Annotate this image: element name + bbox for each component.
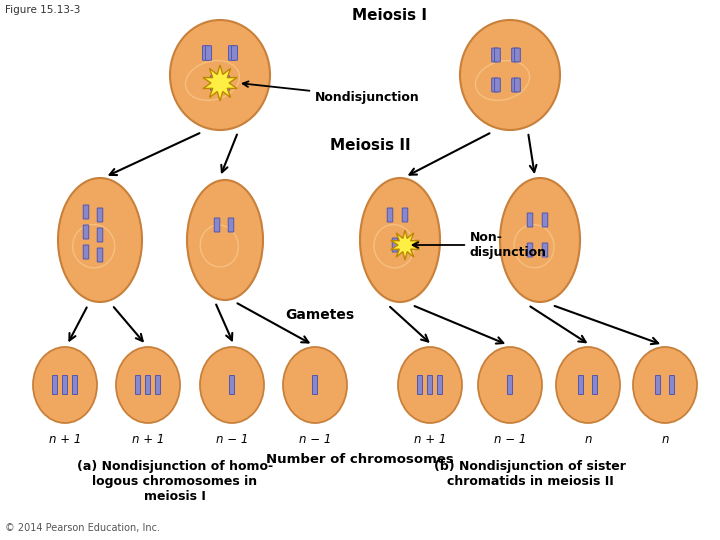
Ellipse shape — [478, 347, 542, 423]
Ellipse shape — [58, 178, 142, 302]
Text: Figure 15.13-3: Figure 15.13-3 — [5, 5, 81, 15]
FancyBboxPatch shape — [156, 375, 161, 395]
Text: (b) Nondisjunction of sister
chromatids in meiosis II: (b) Nondisjunction of sister chromatids … — [434, 460, 626, 488]
Ellipse shape — [170, 20, 270, 130]
FancyBboxPatch shape — [84, 205, 89, 219]
Text: n − 1: n − 1 — [494, 433, 526, 446]
Ellipse shape — [33, 347, 97, 423]
Polygon shape — [203, 65, 237, 101]
Text: Nondisjunction: Nondisjunction — [243, 82, 420, 104]
Ellipse shape — [116, 347, 180, 423]
Text: Non-
disjunction: Non- disjunction — [413, 231, 547, 259]
Text: Meiosis II: Meiosis II — [330, 138, 410, 153]
FancyBboxPatch shape — [542, 243, 548, 257]
Text: © 2014 Pearson Education, Inc.: © 2014 Pearson Education, Inc. — [5, 523, 160, 533]
FancyBboxPatch shape — [215, 218, 220, 232]
Text: n − 1: n − 1 — [216, 433, 248, 446]
Ellipse shape — [633, 347, 697, 423]
FancyBboxPatch shape — [428, 375, 433, 395]
FancyBboxPatch shape — [512, 48, 518, 62]
Ellipse shape — [556, 347, 620, 423]
Text: n + 1: n + 1 — [132, 433, 164, 446]
FancyBboxPatch shape — [205, 46, 212, 60]
Text: n + 1: n + 1 — [414, 433, 446, 446]
FancyBboxPatch shape — [202, 46, 209, 60]
Text: Meiosis I: Meiosis I — [353, 8, 428, 23]
Ellipse shape — [200, 347, 264, 423]
FancyBboxPatch shape — [387, 208, 392, 222]
Ellipse shape — [500, 178, 580, 302]
FancyBboxPatch shape — [542, 213, 548, 227]
FancyBboxPatch shape — [527, 243, 533, 257]
FancyBboxPatch shape — [593, 375, 598, 395]
FancyBboxPatch shape — [578, 375, 583, 395]
Ellipse shape — [460, 20, 560, 130]
Text: n − 1: n − 1 — [299, 433, 331, 446]
FancyBboxPatch shape — [508, 375, 513, 395]
FancyBboxPatch shape — [220, 76, 227, 90]
FancyBboxPatch shape — [512, 78, 518, 92]
Ellipse shape — [283, 347, 347, 423]
FancyBboxPatch shape — [655, 375, 660, 395]
FancyBboxPatch shape — [97, 248, 103, 262]
FancyBboxPatch shape — [230, 375, 235, 395]
FancyBboxPatch shape — [438, 375, 443, 395]
FancyBboxPatch shape — [97, 208, 103, 222]
FancyBboxPatch shape — [97, 228, 103, 242]
FancyBboxPatch shape — [495, 48, 500, 62]
FancyBboxPatch shape — [492, 48, 498, 62]
FancyBboxPatch shape — [527, 213, 533, 227]
FancyBboxPatch shape — [670, 375, 675, 395]
Polygon shape — [391, 230, 419, 260]
FancyBboxPatch shape — [84, 225, 89, 239]
FancyBboxPatch shape — [495, 78, 500, 92]
FancyBboxPatch shape — [418, 375, 423, 395]
FancyBboxPatch shape — [312, 375, 318, 395]
FancyBboxPatch shape — [213, 76, 220, 90]
Ellipse shape — [360, 178, 440, 302]
FancyBboxPatch shape — [515, 78, 521, 92]
Text: Gametes: Gametes — [285, 308, 354, 322]
Ellipse shape — [187, 180, 263, 300]
FancyBboxPatch shape — [53, 375, 58, 395]
FancyBboxPatch shape — [231, 46, 238, 60]
Text: n: n — [584, 433, 592, 446]
FancyBboxPatch shape — [228, 46, 235, 60]
FancyBboxPatch shape — [492, 78, 498, 92]
Text: Number of chromosomes: Number of chromosomes — [266, 453, 454, 466]
Text: n + 1: n + 1 — [49, 433, 81, 446]
FancyBboxPatch shape — [210, 76, 217, 90]
FancyBboxPatch shape — [228, 218, 234, 232]
FancyBboxPatch shape — [84, 245, 89, 259]
FancyBboxPatch shape — [223, 76, 230, 90]
Ellipse shape — [398, 347, 462, 423]
FancyBboxPatch shape — [63, 375, 68, 395]
FancyBboxPatch shape — [515, 48, 521, 62]
FancyBboxPatch shape — [73, 375, 78, 395]
Text: n: n — [661, 433, 669, 446]
FancyBboxPatch shape — [392, 238, 397, 252]
FancyBboxPatch shape — [135, 375, 140, 395]
Text: (a) Nondisjunction of homo-
logous chromosomes in
meiosis I: (a) Nondisjunction of homo- logous chrom… — [77, 460, 273, 503]
FancyBboxPatch shape — [402, 208, 408, 222]
FancyBboxPatch shape — [145, 375, 150, 395]
FancyBboxPatch shape — [402, 238, 408, 252]
